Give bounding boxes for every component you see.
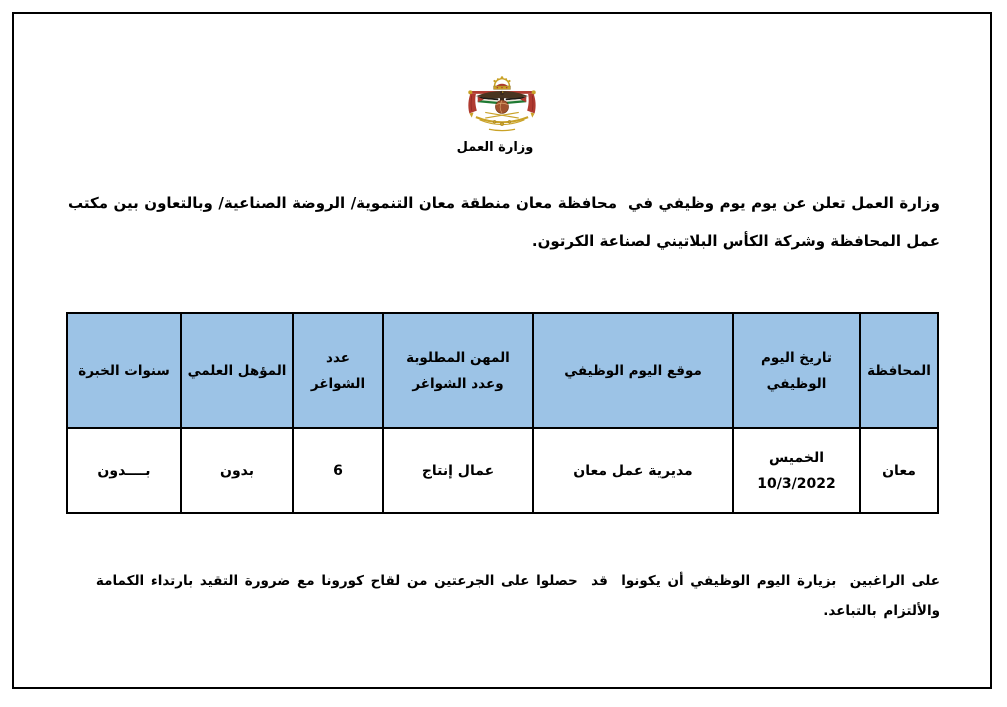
cell-vacancies-count: 6 bbox=[292, 427, 384, 514]
header-qualification: المؤهل العلمي bbox=[180, 312, 294, 429]
medals bbox=[488, 120, 516, 132]
table-header-row: المحافظة تاريخ اليوم الوظيفي موقع اليوم … bbox=[66, 312, 939, 429]
header-job-day-date: تاريخ اليوم الوظيفي bbox=[732, 312, 861, 429]
cell-governorate: معان bbox=[859, 427, 939, 514]
header-job-day-location: موقع اليوم الوظيفي bbox=[532, 312, 734, 429]
announcement-paragraph: وزارة العمل تعلن عن يوم يوم وظيفي في محا… bbox=[62, 194, 940, 250]
cell-job-day-location: مديرية عمل معان bbox=[532, 427, 734, 514]
globe bbox=[495, 100, 509, 114]
header-required-occupations: المهن المطلوبة وعدد الشواغر bbox=[382, 312, 534, 429]
header-experience-years: سنوات الخبرة bbox=[66, 312, 182, 429]
ministry-name: وزارة العمل bbox=[456, 140, 534, 155]
page-border-frame: وزارة العمل وزارة العمل تعلن عن يوم يوم … bbox=[12, 12, 992, 689]
header-governorate: المحافظة bbox=[859, 312, 939, 429]
emblem-container bbox=[14, 74, 990, 136]
flags bbox=[477, 96, 527, 105]
table-data-row: معان الخميس 10/3/2022 مديرية عمل معان عم… bbox=[66, 427, 939, 514]
crown-icon bbox=[493, 76, 511, 90]
date-value: 10/3/2022 bbox=[757, 475, 836, 492]
job-day-table: المحافظة تاريخ اليوم الوظيفي موقع اليوم … bbox=[66, 312, 939, 514]
date-day: الخميس bbox=[768, 449, 825, 466]
header-vacancies-count: عدد الشواغر bbox=[292, 312, 384, 429]
covid-requirement-note: على الراغبين بزيارة اليوم الوظيفي أن يكو… bbox=[89, 573, 940, 619]
cell-qualification: بدون bbox=[180, 427, 294, 514]
cell-experience-years: بــــدون bbox=[66, 427, 182, 514]
cell-job-day-date: الخميس 10/3/2022 bbox=[732, 427, 861, 514]
cell-required-occupations: عمال إنتاج bbox=[382, 427, 534, 514]
crossed-weapons bbox=[485, 111, 519, 119]
jordan-coat-of-arms-icon bbox=[468, 76, 536, 132]
